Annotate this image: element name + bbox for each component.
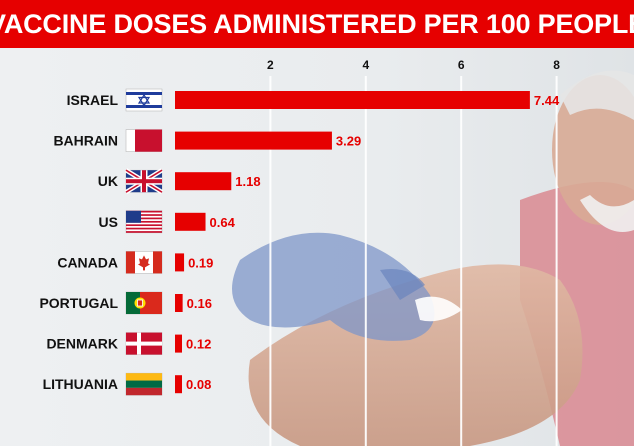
us-flag-icon bbox=[125, 210, 163, 234]
data-label: 0.64 bbox=[210, 215, 236, 230]
bar bbox=[175, 91, 530, 109]
category-label: DENMARK bbox=[46, 336, 118, 352]
bahrain-flag-icon bbox=[125, 129, 163, 152]
x-tick-label: 8 bbox=[553, 58, 560, 72]
bar bbox=[175, 172, 232, 191]
israel-flag-icon bbox=[125, 88, 163, 112]
canada-flag-icon bbox=[125, 251, 163, 274]
portugal-flag-icon bbox=[125, 291, 163, 315]
bar bbox=[175, 294, 183, 312]
data-label: 1.18 bbox=[235, 174, 260, 189]
bar-chart: 2 4 6 8 ISRAEL 7.44 BAHRAIN 3.29 UK 1.18 US 0.64 CAN… bbox=[39, 58, 560, 446]
category-label: PORTUGAL bbox=[39, 295, 118, 311]
lithuania-flag-icon bbox=[125, 372, 163, 396]
category-label: US bbox=[99, 214, 118, 230]
bar bbox=[175, 212, 206, 231]
data-label: 3.29 bbox=[336, 134, 361, 149]
denmark-flag-icon bbox=[125, 332, 163, 355]
data-label: 0.12 bbox=[186, 337, 211, 352]
title-bar: VACCINE DOSES ADMINISTERED PER 100 PEOPL… bbox=[0, 0, 634, 48]
category-label: ISRAEL bbox=[67, 92, 119, 108]
data-label: 0.16 bbox=[187, 296, 212, 311]
chart-title: VACCINE DOSES ADMINISTERED PER 100 PEOPL… bbox=[0, 8, 634, 39]
uk-flag-icon bbox=[124, 168, 164, 195]
x-tick-label: 4 bbox=[362, 58, 369, 72]
category-label: CANADA bbox=[57, 254, 118, 270]
bar bbox=[175, 131, 332, 150]
x-tick-label: 2 bbox=[267, 58, 274, 72]
category-label: UK bbox=[98, 173, 118, 189]
bar bbox=[175, 375, 182, 394]
bar bbox=[175, 334, 182, 353]
bar bbox=[175, 253, 185, 272]
category-label: BAHRAIN bbox=[53, 133, 118, 149]
category-label: LITHUANIA bbox=[43, 376, 118, 392]
data-label: 0.08 bbox=[186, 377, 211, 392]
data-label: 0.19 bbox=[188, 255, 213, 270]
x-tick-label: 6 bbox=[458, 58, 465, 72]
data-label: 7.44 bbox=[534, 93, 560, 108]
